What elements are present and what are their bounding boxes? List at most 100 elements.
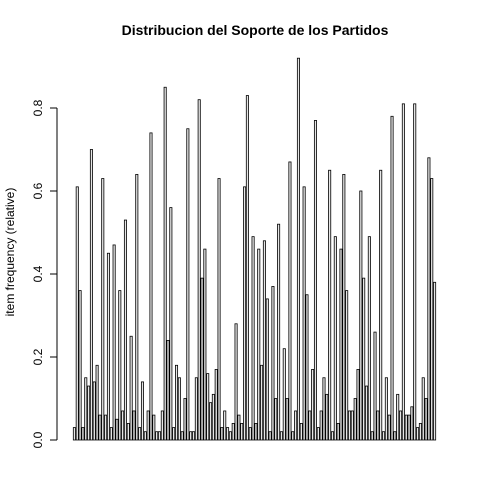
bar	[265, 298, 269, 441]
bar	[126, 422, 130, 441]
bar	[347, 410, 352, 441]
bar	[316, 427, 320, 441]
y-axis-label: item frequency (relative)	[3, 188, 17, 317]
bar	[101, 178, 105, 441]
bar	[362, 277, 366, 441]
bar	[75, 186, 79, 441]
bar	[308, 410, 312, 441]
bar	[228, 431, 232, 441]
bar	[285, 398, 289, 441]
bar	[401, 103, 405, 441]
bar	[92, 381, 96, 441]
bars-group	[72, 57, 437, 441]
bar	[313, 120, 317, 441]
bar	[152, 414, 156, 441]
bar	[299, 422, 303, 441]
chart-title: Distribucion del Soporte de los Partidos	[122, 22, 389, 38]
bar	[296, 57, 300, 441]
bar	[282, 348, 286, 441]
bar	[194, 377, 198, 441]
bar	[248, 427, 252, 441]
bar	[197, 99, 201, 441]
bar	[345, 290, 349, 441]
bar	[95, 364, 99, 441]
bar	[223, 410, 227, 441]
bar	[155, 431, 159, 441]
bar	[175, 364, 179, 441]
bar	[271, 286, 275, 441]
bar	[109, 427, 113, 441]
bar	[311, 369, 315, 441]
bar	[379, 169, 383, 441]
bar	[231, 422, 235, 441]
bar	[330, 431, 334, 441]
bar	[393, 431, 397, 441]
bar	[387, 414, 391, 441]
bar	[115, 418, 119, 441]
bar	[226, 427, 230, 441]
bar	[214, 369, 218, 441]
bar	[413, 103, 417, 441]
bar	[149, 132, 153, 441]
bar	[237, 414, 241, 441]
bar	[376, 410, 380, 441]
bar	[87, 385, 91, 441]
bar	[160, 410, 164, 441]
bar	[257, 248, 261, 441]
bar	[78, 290, 82, 441]
bar	[390, 115, 394, 441]
y-tick-label: 0.2	[31, 348, 45, 365]
bar	[333, 236, 337, 441]
bar	[277, 223, 281, 441]
bar	[234, 323, 238, 441]
bar	[254, 422, 258, 441]
bar	[163, 86, 167, 441]
bar	[279, 431, 283, 441]
bar	[260, 364, 264, 441]
bar	[209, 402, 213, 441]
bar	[135, 173, 139, 441]
bar	[268, 431, 272, 441]
y-tick-label: 0.8	[31, 99, 45, 116]
bar	[129, 335, 133, 441]
bar	[339, 248, 343, 441]
bar	[169, 207, 173, 441]
bar	[416, 427, 420, 441]
bar	[399, 410, 403, 441]
y-axis: 0.0 0.2 0.4 0.6 0.8	[31, 99, 58, 448]
bar	[433, 281, 437, 441]
bar	[206, 373, 210, 441]
bar	[325, 393, 329, 441]
bar	[177, 377, 181, 441]
bar	[172, 427, 176, 441]
bar	[240, 422, 244, 441]
bar	[189, 431, 193, 441]
bar	[104, 414, 108, 441]
bar	[336, 422, 340, 441]
bar	[217, 178, 221, 441]
y-tick-label: 0.6	[31, 182, 45, 199]
bar	[342, 173, 346, 441]
y-tick-label: 0.4	[31, 265, 45, 282]
bar	[132, 410, 136, 441]
bar	[407, 414, 411, 441]
bar	[251, 236, 255, 441]
bar	[396, 393, 400, 441]
bar	[382, 431, 386, 441]
bar	[356, 369, 360, 441]
bar	[305, 294, 309, 441]
bar	[157, 431, 161, 441]
bar	[262, 240, 266, 441]
bar	[200, 277, 204, 441]
bar	[243, 186, 247, 441]
bar	[146, 410, 150, 441]
bar	[302, 186, 306, 441]
y-tick-label: 0.0	[31, 431, 45, 448]
bar	[421, 377, 425, 441]
bar	[427, 157, 431, 441]
bar	[418, 422, 422, 441]
bar	[322, 377, 326, 441]
bar	[350, 410, 354, 441]
bar	[291, 431, 295, 441]
